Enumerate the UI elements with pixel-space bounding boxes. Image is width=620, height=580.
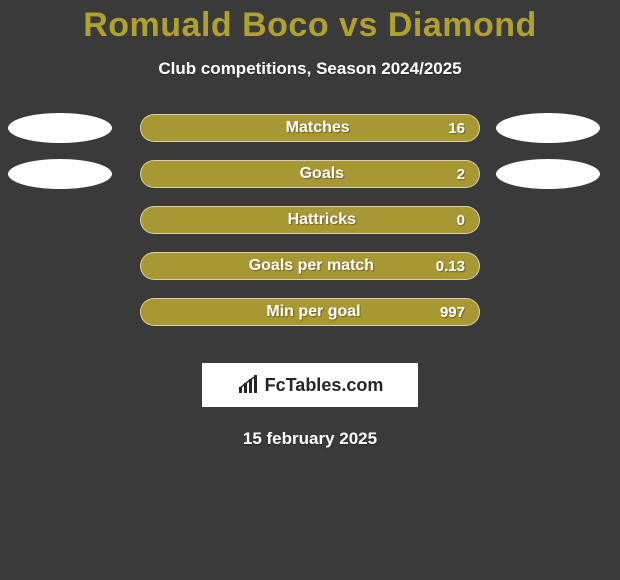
stat-bar: Goals2 xyxy=(140,160,480,188)
brand-box: FcTables.com xyxy=(202,363,418,407)
stat-value: 0 xyxy=(457,212,479,229)
stat-label: Matches xyxy=(141,119,448,137)
stat-bar: Hattricks0 xyxy=(140,206,480,234)
stat-label: Goals xyxy=(141,165,457,183)
stat-bar: Min per goal997 xyxy=(140,298,480,326)
player-right-marker xyxy=(496,159,600,189)
page-title: Romuald Boco vs Diamond xyxy=(0,0,620,45)
stat-row: Min per goal997 xyxy=(0,289,620,335)
footer-date: 15 february 2025 xyxy=(0,429,620,449)
player-left-marker xyxy=(8,159,112,189)
brand-text: FcTables.com xyxy=(265,375,384,396)
stat-row: Matches16 xyxy=(0,105,620,151)
comparison-infographic: Romuald Boco vs Diamond Club competition… xyxy=(0,0,620,580)
stat-value: 0.13 xyxy=(436,258,479,275)
stat-rows: Matches16 Goals2 Hattricks0 Goals per match… xyxy=(0,105,620,335)
stat-value: 2 xyxy=(457,166,479,183)
stat-row: Goals2 xyxy=(0,151,620,197)
stat-label: Min per goal xyxy=(141,303,440,321)
stat-value: 997 xyxy=(440,304,479,321)
player-left-marker xyxy=(8,113,112,143)
stat-row: Goals per match0.13 xyxy=(0,243,620,289)
stat-value: 16 xyxy=(448,120,479,137)
page-subtitle: Club competitions, Season 2024/2025 xyxy=(0,59,620,79)
stat-label: Goals per match xyxy=(141,257,436,275)
stat-bar: Goals per match0.13 xyxy=(140,252,480,280)
stat-row: Hattricks0 xyxy=(0,197,620,243)
player-right-marker xyxy=(496,113,600,143)
barchart-icon xyxy=(237,375,259,395)
stat-label: Hattricks xyxy=(141,211,457,229)
stat-bar: Matches16 xyxy=(140,114,480,142)
